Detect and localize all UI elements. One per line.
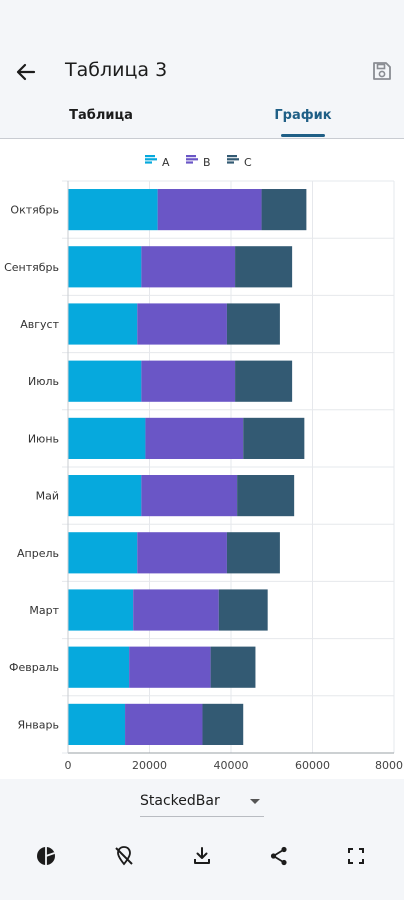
chart-type-select[interactable]: StackedBar [140, 791, 264, 817]
legend-swatch [227, 158, 239, 161]
bar-c-4 [235, 360, 293, 402]
y-tick-label: Июнь [28, 432, 59, 445]
arrow-back-icon [16, 63, 36, 81]
dropdown-arrow-icon [250, 799, 260, 804]
fullscreen-button[interactable] [344, 844, 368, 868]
bar-a-9 [68, 646, 130, 688]
bottom-panel: StackedBar [0, 779, 404, 900]
legend-swatch [227, 161, 234, 164]
x-tick-label: 20000 [132, 759, 167, 772]
download-button[interactable] [190, 844, 214, 868]
back-button[interactable] [12, 58, 40, 86]
legend-label: A [162, 156, 170, 169]
legend-swatch [186, 155, 196, 158]
legend-label: B [203, 156, 211, 169]
bar-c-5 [243, 417, 305, 459]
bar-c-2 [235, 246, 293, 288]
bar-b-8 [133, 589, 219, 631]
chart-type-button[interactable] [34, 844, 58, 868]
bar-b-2 [141, 246, 236, 288]
bar-b-4 [141, 360, 236, 402]
bar-a-7 [68, 532, 138, 574]
pie-chart-icon [37, 847, 55, 865]
legend-label: C [244, 156, 252, 169]
y-tick-label: Октябрь [10, 204, 59, 217]
y-tick-label: Январь [17, 718, 59, 731]
save-icon [373, 62, 391, 80]
bar-c-10 [202, 703, 244, 745]
legend-item-b: B [186, 155, 211, 169]
x-tick-label: 40000 [214, 759, 249, 772]
page-title: Таблица 3 [65, 59, 168, 81]
legend-item-c: C [227, 155, 252, 169]
chart-area: A B C Октябрь Сентябрь Август Июль Июнь Май Апрел… [0, 139, 404, 779]
download-icon [194, 847, 210, 864]
bar-c-8 [218, 589, 268, 631]
bar-b-3 [137, 303, 227, 345]
bar-c-3 [226, 303, 280, 345]
x-tick-label: 8000 [375, 759, 403, 772]
stacked-bar-chart: A B C Октябрь Сентябрь Август Июль Июнь Май Апрел… [4, 155, 403, 772]
bar-c-7 [226, 532, 280, 574]
bar-a-10 [68, 703, 126, 745]
y-tick-label: Сентябрь [4, 261, 59, 274]
hide-labels-icon [115, 846, 133, 866]
app-bar: Таблица 3 Таблица График [0, 0, 404, 139]
tabs-divider [0, 138, 404, 139]
bar-a-5 [68, 417, 146, 459]
bar-b-1 [157, 189, 262, 231]
tab-chart[interactable]: График [274, 108, 332, 123]
bar-b-9 [129, 646, 211, 688]
bar-c-6 [237, 475, 295, 517]
y-tick-label: Июль [28, 375, 59, 388]
y-tick-label: Апрель [17, 547, 59, 560]
legend-swatch [186, 161, 193, 164]
x-tick-label: 60000 [295, 759, 330, 772]
bar-a-3 [68, 303, 138, 345]
bar-b-10 [125, 703, 203, 745]
bar-b-6 [141, 475, 238, 517]
share-icon [270, 846, 287, 866]
share-button[interactable] [267, 844, 291, 868]
legend-swatch [145, 155, 155, 158]
bar-c-1 [261, 189, 307, 231]
tab-table[interactable]: Таблица [69, 108, 133, 123]
legend-swatch [186, 158, 198, 161]
bar-a-8 [68, 589, 134, 631]
bar-a-6 [68, 475, 142, 517]
fullscreen-icon [348, 848, 364, 864]
bar-b-5 [145, 417, 244, 459]
legend-item-a: A [145, 155, 170, 169]
chart-type-value: StackedBar [140, 793, 220, 809]
bar-a-1 [68, 189, 158, 231]
hide-labels-button[interactable] [112, 844, 136, 868]
legend-swatch [227, 155, 237, 158]
y-tick-label: Февраль [9, 661, 59, 674]
legend-swatch [145, 158, 157, 161]
active-tab-indicator [281, 134, 325, 137]
bar-a-4 [68, 360, 142, 402]
y-tick-label: Май [36, 490, 59, 503]
y-tick-label: Март [29, 604, 59, 617]
save-button[interactable] [370, 59, 394, 83]
x-tick-label: 0 [65, 759, 72, 772]
bar-a-2 [68, 246, 142, 288]
legend-swatch [145, 161, 152, 164]
bar-b-7 [137, 532, 227, 574]
y-tick-label: Август [20, 318, 59, 331]
bar-c-9 [210, 646, 256, 688]
